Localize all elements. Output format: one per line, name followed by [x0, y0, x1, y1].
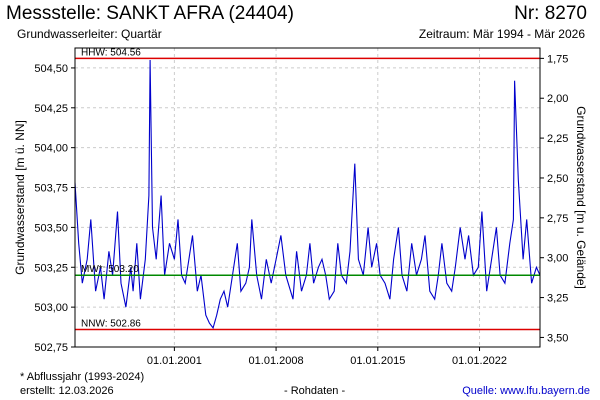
y-right-tick-label: 3,25 — [547, 293, 568, 305]
y-tick-label: 502,75 — [34, 342, 68, 354]
period-label: Zeitraum: Mär 1994 - Mär 2026 — [418, 27, 585, 41]
x-tick-label: 01.01.2008 — [249, 355, 304, 367]
y-tick-label: 503,25 — [34, 262, 68, 274]
source-link[interactable]: www.lfu.bayern.de — [500, 385, 590, 397]
created-date: erstellt: 12.03.2026 — [20, 385, 114, 397]
y-right-tick-label: 3,00 — [547, 253, 568, 265]
y-tick-label: 503,50 — [34, 222, 68, 234]
y-tick-label: 503,75 — [34, 183, 68, 195]
y-tick-label: 504,00 — [34, 143, 68, 155]
source-label: Quelle: — [462, 385, 501, 397]
station-number: Nr: 8270 — [514, 3, 587, 24]
x-tick-label: 01.01.2001 — [147, 355, 202, 367]
plot-frame — [74, 47, 541, 348]
y-right-tick-label: 2,00 — [547, 93, 568, 105]
y-axis-label: Grundwasserstand [m ü. NN] — [13, 120, 27, 275]
aquifer-label: Grundwasserleiter: Quartär — [17, 27, 162, 41]
footnote: * Abflussjahr (1993-2024) — [20, 371, 145, 383]
x-tick-label: 01.01.2015 — [350, 355, 405, 367]
mw-label: MW*: 503.20 — [81, 264, 139, 275]
y-tick-label: 504,25 — [34, 103, 68, 115]
source-credit: Quelle: www.lfu.bayern.de — [462, 385, 590, 397]
nnw-label: NNW: 502.86 — [81, 318, 141, 329]
x-tick-label: 01.01.2022 — [452, 355, 507, 367]
hhw-label: HHW: 504.56 — [81, 47, 141, 58]
y-tick-label: 504,50 — [34, 63, 68, 75]
y-right-tick-label: 2,75 — [547, 213, 568, 225]
station-title: Messstelle: SANKT AFRA (24404) — [6, 3, 294, 24]
y-right-tick-label: 3,50 — [547, 332, 568, 344]
y-right-tick-label: 1,75 — [547, 53, 568, 65]
y-right-tick-label: 2,50 — [547, 173, 568, 185]
y-right-tick-label: 2,25 — [547, 133, 568, 145]
raw-data-label: - Rohdaten - — [284, 385, 346, 397]
groundwater-series-line — [74, 59, 541, 330]
y-tick-label: 503,00 — [34, 302, 68, 314]
y-right-axis-label: Grundwasserstand [m u. Gelände] — [574, 106, 588, 289]
